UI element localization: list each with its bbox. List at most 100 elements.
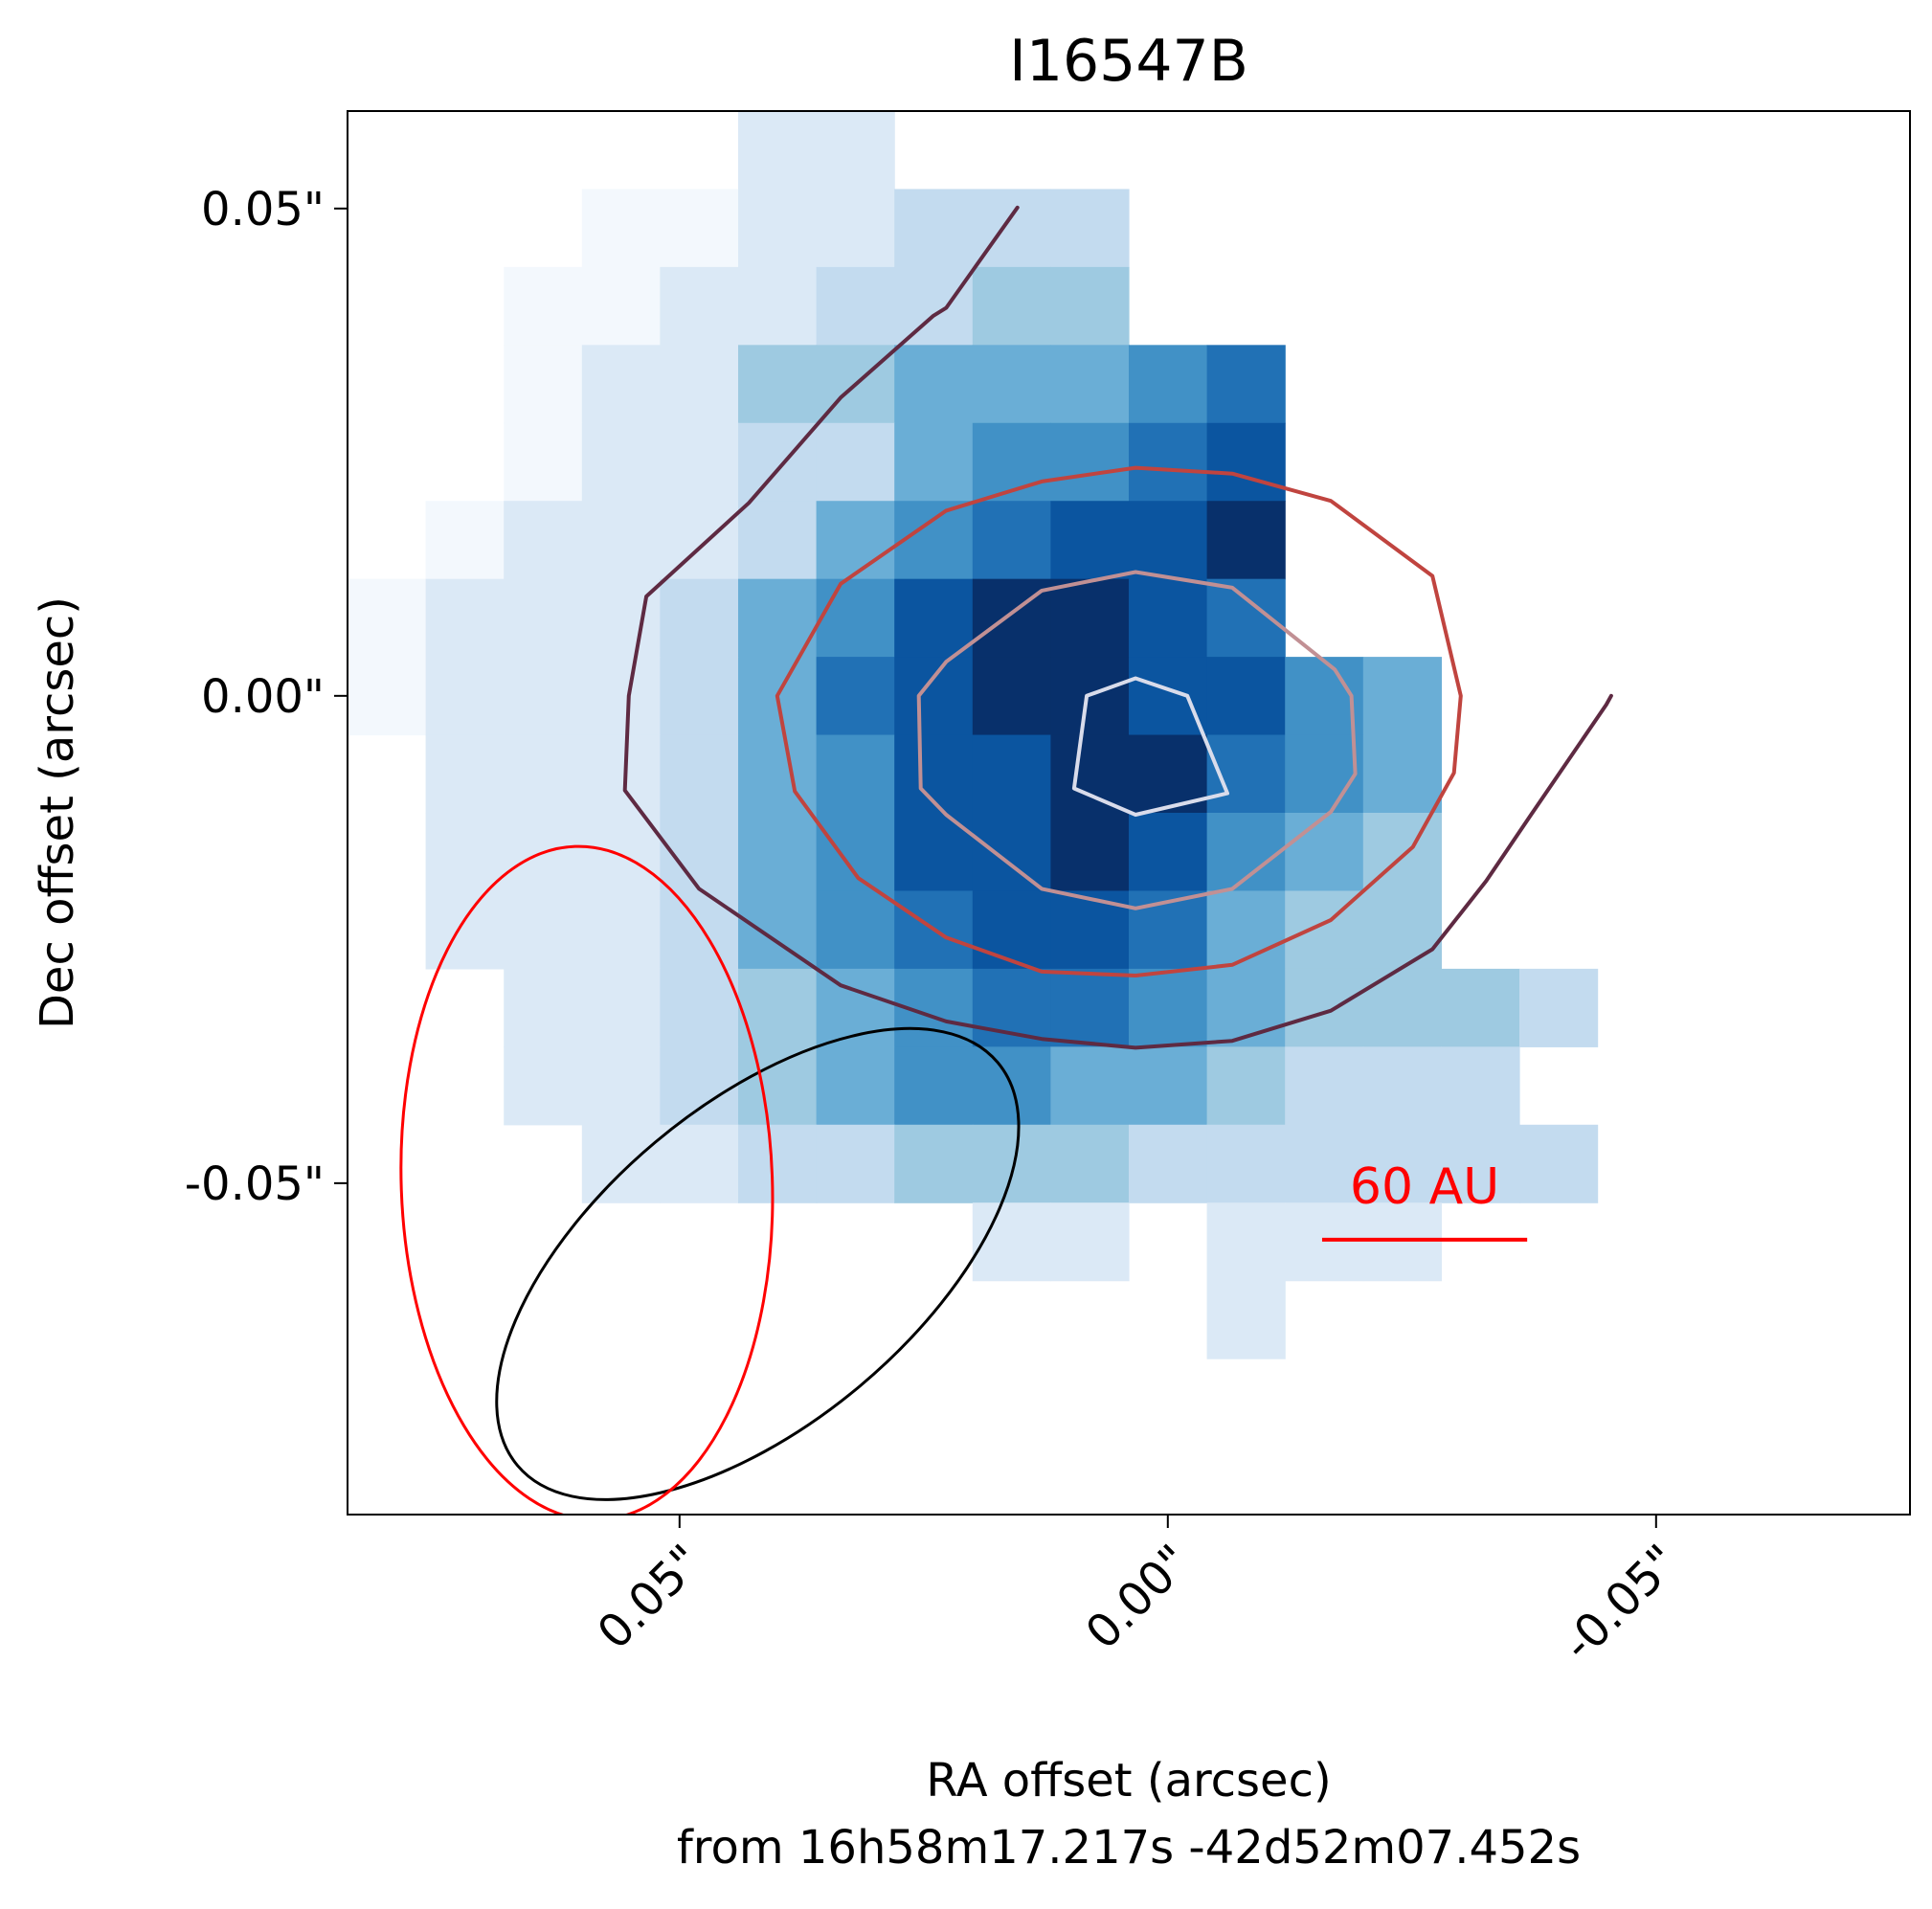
heatmap-cell <box>581 890 661 970</box>
heatmap-cell <box>738 813 818 892</box>
heatmap-cell <box>894 501 974 580</box>
heatmap-cell <box>504 345 583 424</box>
heatmap-cell <box>1050 890 1130 970</box>
heatmap-cell <box>581 189 661 268</box>
heatmap-cell <box>738 968 818 1047</box>
contour-level-2 <box>775 465 1463 977</box>
heatmap-cell <box>660 1046 739 1126</box>
heatmap-cell <box>660 890 739 970</box>
heatmap-cell <box>1129 1124 1208 1203</box>
heatmap-cell <box>972 890 1051 970</box>
scale-bar: 60 AU <box>1321 1158 1528 1242</box>
heatmap-cell <box>816 734 895 814</box>
heatmap-cell <box>972 1202 1051 1282</box>
heatmap-cell <box>972 266 1051 346</box>
heatmap-cell <box>1050 813 1130 892</box>
x-tick-label: -0.05" <box>1552 1535 1689 1672</box>
heatmap-cell <box>1285 1202 1364 1282</box>
y-axis-label: Dec offset (arcsec) <box>31 596 84 1029</box>
heatmap-cell <box>504 890 583 970</box>
heatmap-cell <box>1362 1202 1442 1282</box>
heatmap-cell <box>1050 501 1130 580</box>
heatmap-cell <box>738 266 818 346</box>
heatmap-cell <box>816 501 895 580</box>
heatmap-cell <box>425 501 505 580</box>
heatmap-cell <box>1362 968 1442 1047</box>
heatmap-cell <box>660 657 739 736</box>
heatmap-cell <box>1050 422 1130 502</box>
beams <box>399 844 1021 1515</box>
plot-area: 60 AU <box>348 111 1613 1515</box>
heatmap-cell <box>504 1046 583 1126</box>
heatmap-cell <box>1129 657 1208 736</box>
heatmap-cell <box>738 111 818 191</box>
contours <box>622 205 1613 1050</box>
heatmap-cell <box>660 422 739 502</box>
x-axis-label: RA offset (arcsec) <box>926 1754 1331 1808</box>
heatmap-cell <box>1129 501 1208 580</box>
heatmap-cell <box>1206 657 1286 736</box>
heatmap-cell <box>972 501 1051 580</box>
heatmap-cell <box>1519 968 1599 1047</box>
heatmap-cell <box>1285 1124 1364 1203</box>
heatmap-cell <box>1285 734 1364 814</box>
y-tick-label: 0.05" <box>201 183 325 236</box>
heatmap-cell <box>660 501 739 580</box>
heatmap-cell <box>738 422 818 502</box>
heatmap-cell <box>1362 890 1442 970</box>
heatmap-cell <box>1519 1124 1599 1203</box>
y-tick-label: -0.05" <box>185 1157 325 1211</box>
heatmap-cell <box>816 189 895 268</box>
heatmap-cell <box>1285 1046 1364 1126</box>
heatmap-cell <box>1050 1202 1130 1282</box>
heatmap-cell <box>660 734 739 814</box>
contour-level-4 <box>1071 676 1229 817</box>
heatmap-cell <box>504 422 583 502</box>
heatmap-cell <box>660 189 739 268</box>
heatmap-cell <box>504 657 583 736</box>
chart-title: I16547B <box>1009 28 1248 95</box>
heatmap-cell <box>738 189 818 268</box>
heatmap-cell <box>894 1046 974 1126</box>
heatmap-cell <box>972 968 1051 1047</box>
heatmap-cell <box>425 813 505 892</box>
plot-frame <box>347 110 1911 1516</box>
heatmap-cell <box>1362 734 1442 814</box>
heatmap-cell <box>581 657 661 736</box>
heatmap-cell <box>1362 657 1442 736</box>
heatmap-cell <box>581 1046 661 1126</box>
heatmap-cell <box>894 345 974 424</box>
heatmap-cell <box>816 813 895 892</box>
heatmap-cell <box>581 422 661 502</box>
heatmap-cell <box>504 501 583 580</box>
heatmap-cell <box>1362 1046 1442 1126</box>
heatmap-cell <box>738 578 818 658</box>
heatmap-cell <box>738 734 818 814</box>
heatmap-cell <box>1129 968 1208 1047</box>
heatmap-cell <box>1206 1280 1286 1359</box>
heatmap-cell <box>581 501 661 580</box>
beam-black <box>495 1026 1021 1501</box>
heatmap-cell <box>1129 1046 1208 1126</box>
heatmap-cell <box>1129 890 1208 970</box>
heatmap-cell <box>738 1124 818 1203</box>
x-tick-label: 0.05" <box>588 1535 713 1660</box>
heatmap-cell <box>816 890 895 970</box>
heatmap-cell <box>894 266 974 346</box>
heatmap-cell <box>1050 578 1130 658</box>
heatmap-cell <box>972 422 1051 502</box>
heatmap-cell <box>1441 1124 1520 1203</box>
x-axis-sublabel: from 16h58m17.217s -42d52m07.452s <box>677 1821 1581 1875</box>
heatmap-cell <box>1206 578 1286 658</box>
heatmap-cell <box>504 968 583 1047</box>
heatmap-cell <box>581 1124 661 1203</box>
heatmap-cell <box>1129 813 1208 892</box>
heatmap-cell <box>1050 189 1130 268</box>
heatmap-cell <box>816 111 895 191</box>
heatmap-cell <box>581 345 661 424</box>
heatmap-cell <box>504 266 583 346</box>
x-axis-ticks: 0.05" 0.00" -0.05" <box>588 1515 1689 1672</box>
heatmap <box>348 111 1599 1359</box>
heatmap-cell <box>816 1046 895 1126</box>
heatmap-cell <box>738 345 818 424</box>
